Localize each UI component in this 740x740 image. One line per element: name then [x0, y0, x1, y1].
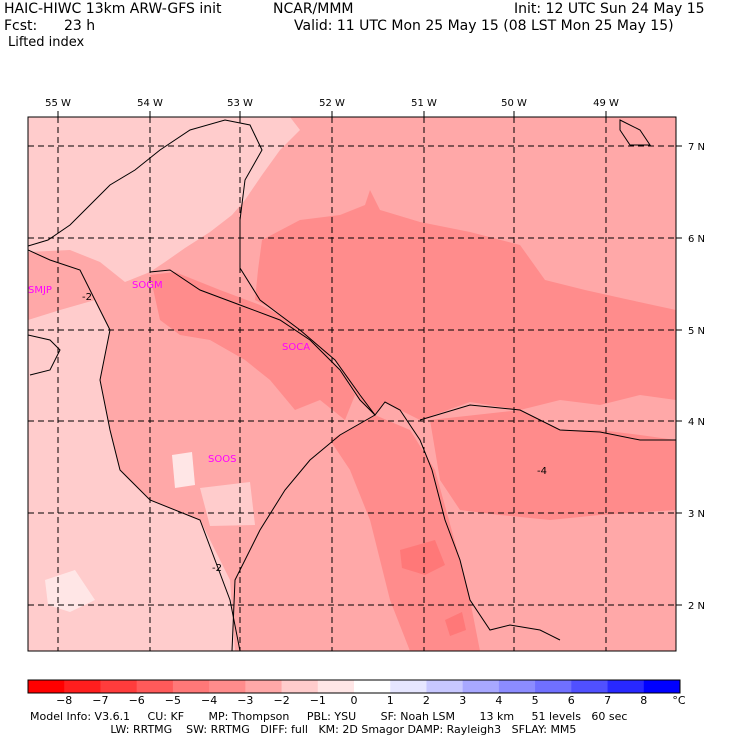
colorbar-swatch: [535, 680, 572, 693]
coastline-main: [28, 119, 561, 641]
light-region-sw: [28, 300, 235, 651]
lat-label: 3 N: [688, 509, 705, 520]
lat-label: 2 N: [688, 601, 705, 612]
colorbar-unit: °C: [672, 694, 686, 707]
lon-label: 49 W: [593, 98, 619, 109]
deep-band-central: [255, 190, 676, 420]
station-labels: SMJP SOGM SOCA SOOS: [28, 280, 310, 465]
colorbar-label: −5: [164, 694, 181, 707]
colorbar-swatch: [462, 680, 500, 693]
contour-label: -2: [212, 563, 222, 574]
light-region-nw: [28, 117, 300, 282]
lat-lon-grid: [28, 117, 676, 651]
colorbar-swatch: [390, 680, 427, 693]
lon-label: 51 W: [411, 98, 437, 109]
colorbar-label: 3: [459, 694, 467, 707]
pale-patch-soos: [172, 452, 195, 488]
light-patch-soos: [200, 482, 255, 526]
lat-label: 7 N: [688, 142, 705, 153]
lon-label: 50 W: [501, 98, 527, 109]
colorbar-label: 0: [350, 694, 358, 707]
border-east: [419, 404, 676, 441]
lat-label: 4 N: [688, 417, 705, 428]
colorbar-swatch: [245, 680, 283, 693]
contour-label: -2: [82, 292, 92, 303]
colorbar-label: 5: [531, 694, 539, 707]
border-west: [28, 249, 241, 651]
station-label: SOCA: [282, 342, 310, 353]
forecast-label: Fcst:: [4, 18, 38, 34]
colorbar-label: −8: [56, 694, 73, 707]
colorbar-swatch: [64, 680, 101, 693]
contour-ne: [619, 119, 651, 146]
contour-labels: -2 -4 -2: [82, 292, 547, 574]
lat-label: 5 N: [688, 326, 705, 337]
station-label: SOGM: [132, 280, 163, 291]
patch-south-2: [445, 612, 466, 636]
model-info-line2: LW: RRTMG SW: RRTMG DIFF: full KM: 2D Sm…: [30, 723, 577, 736]
colorbar-label: −1: [309, 694, 326, 707]
map-frame: [27, 116, 677, 652]
lifted-index-field: [28, 117, 676, 651]
colorbar-label: 6: [567, 694, 575, 707]
colorbar-label: −6: [128, 694, 145, 707]
colorbar-swatch: [354, 680, 391, 693]
colorbar-swatch: [498, 680, 536, 693]
coastlines-borders: [28, 119, 676, 651]
colorbar-label: 8: [640, 694, 648, 707]
deep-band-coast: [330, 415, 480, 651]
colorbar-label: −7: [92, 694, 109, 707]
colorbar-label: 2: [422, 694, 430, 707]
deep-zone-east: [430, 410, 676, 520]
model-title: HAIC-HIWC 13km ARW-GFS init: [4, 1, 222, 17]
contour-label: -4: [537, 466, 547, 477]
lon-label: 54 W: [137, 98, 163, 109]
lon-label: 53 W: [227, 98, 253, 109]
patch-south-1: [400, 540, 445, 575]
center-name: NCAR/MMM: [273, 1, 354, 17]
colorbar-label: 7: [604, 694, 612, 707]
colorbar-swatch: [317, 680, 355, 693]
colorbar-label: −2: [273, 694, 290, 707]
lat-labels: 7 N 6 N 5 N 4 N 3 N 2 N: [688, 142, 705, 612]
station-label: SOOS: [208, 454, 236, 465]
colorbar-label: 4: [495, 694, 503, 707]
colorbar-swatch: [643, 680, 681, 693]
axis-ticks: [57, 111, 682, 606]
colorbar-label: 1: [386, 694, 394, 707]
colorbar: [28, 680, 681, 693]
colorbar-swatch: [136, 680, 174, 693]
lon-label: 55 W: [45, 98, 71, 109]
station-label: SMJP: [28, 285, 52, 296]
colorbar-swatch: [100, 680, 138, 693]
border-soos: [231, 414, 376, 651]
lon-labels: 55 W 54 W 53 W 52 W 51 W 50 W 49 W: [45, 98, 619, 109]
colorbar-swatch: [426, 680, 464, 693]
deep-lobe-sogm: [150, 272, 355, 420]
contour-west: [28, 334, 61, 376]
border-north: [149, 269, 376, 416]
colorbar-swatch: [28, 680, 65, 693]
colorbar-swatch: [172, 680, 210, 693]
valid-time: Valid: 11 UTC Mon 25 May 15 (08 LST Mon …: [294, 18, 674, 34]
lon-label: 52 W: [319, 98, 345, 109]
forecast-hour: 23 h: [64, 18, 96, 34]
colorbar-swatch: [607, 680, 645, 693]
colorbar-swatch: [571, 680, 609, 693]
colorbar-swatch: [281, 680, 319, 693]
colorbar-swatch: [209, 680, 246, 693]
lat-label: 6 N: [688, 234, 705, 245]
init-time: Init: 12 UTC Sun 24 May 15: [514, 1, 705, 17]
field-name: Lifted index: [8, 35, 85, 50]
model-info-line1: Model Info: V3.6.1 CU: KF MP: Thompson P…: [30, 710, 628, 723]
colorbar-label: −4: [200, 694, 218, 707]
colorbar-label: −3: [237, 694, 254, 707]
colorbar-frame: [27, 679, 681, 694]
